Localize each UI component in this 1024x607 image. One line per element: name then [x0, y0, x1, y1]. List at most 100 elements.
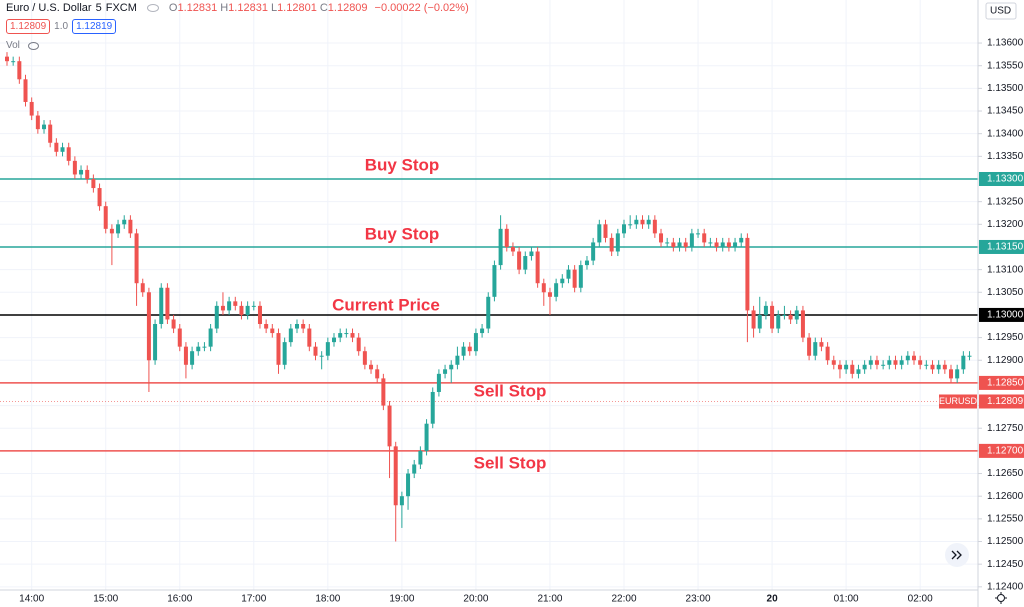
x-tick-label: 01:00: [834, 594, 859, 605]
candle-body: [443, 369, 448, 374]
candle-body: [214, 305, 219, 329]
candle-body: [350, 333, 355, 338]
candle-body: [770, 305, 775, 329]
candle-body: [739, 237, 744, 243]
candle-body: [782, 314, 787, 316]
price-axis: 1.12400 1.12450 1.12500 1.12550 1.12600 1.126…: [19, 38, 1024, 605]
candle-body: [504, 228, 509, 247]
ask[interactable]: 1.12819: [72, 19, 117, 34]
candle-body: [72, 160, 77, 175]
candle-body: [689, 233, 694, 247]
scroll-button[interactable]: [945, 543, 969, 567]
currency-label[interactable]: USD: [990, 6, 1011, 17]
candle-body: [467, 346, 472, 352]
ohlc-key: H: [220, 2, 229, 14]
candle-body: [455, 355, 460, 365]
ohlc-value: 1.12809: [327, 2, 368, 14]
candle-body: [344, 333, 349, 335]
exchange: FXCM: [105, 2, 137, 14]
candle-body: [813, 342, 818, 356]
y-tick-label: 1.12400: [987, 581, 1024, 592]
candle-body: [874, 360, 879, 365]
candle-body: [961, 355, 966, 370]
currency-button[interactable]: [985, 2, 1017, 20]
quote-row: 1.12809 1.0 1.12819: [6, 19, 117, 34]
level-annotation: Sell Stop: [474, 453, 547, 472]
candle-body: [288, 328, 293, 343]
candle-body: [862, 364, 867, 370]
candle-body: [572, 269, 577, 288]
candle-body: [116, 224, 121, 234]
candle-body: [696, 233, 701, 235]
bid[interactable]: 1.12809: [6, 19, 51, 34]
candle-body: [128, 219, 133, 234]
candle-body: [733, 242, 738, 247]
candle-body: [634, 219, 639, 225]
candle-body: [622, 224, 626, 234]
last-price-box: [979, 394, 1024, 409]
level-price-label: 1.13300: [987, 174, 1024, 185]
candle-body: [270, 328, 275, 334]
level-annotation: Current Price: [332, 295, 440, 314]
candle-body: [955, 369, 960, 379]
x-tick-label: 22:00: [611, 594, 636, 605]
candle-body: [134, 233, 139, 284]
candle-body: [251, 305, 256, 307]
candle-body: [807, 337, 812, 356]
ohlc-key: C: [319, 2, 328, 14]
candle-body: [362, 351, 367, 365]
y-tick-label: 1.13550: [987, 60, 1024, 71]
candle-body: [825, 346, 830, 361]
candle-body: [652, 219, 657, 234]
candle-body: [424, 423, 429, 451]
x-tick-label: 23:00: [686, 594, 711, 605]
candle-body: [677, 242, 682, 247]
level-price-box: [979, 375, 1024, 390]
candle-body: [918, 360, 923, 365]
candle-body: [683, 242, 688, 247]
candle-body: [473, 333, 478, 352]
candle-body: [159, 287, 164, 325]
candle-body: [498, 228, 503, 266]
x-tick-label: 15:00: [93, 594, 118, 605]
candle-body: [578, 265, 583, 288]
volume-visibility-icon[interactable]: [27, 41, 39, 50]
candle-body: [17, 61, 22, 80]
y-tick-label: 1.12950: [987, 332, 1024, 343]
last-price-symbol-box: [939, 394, 977, 409]
settings-button[interactable]: [997, 594, 1005, 602]
x-tick-label: 20:00: [463, 594, 488, 605]
visibility-icon[interactable]: [146, 4, 159, 12]
candle-body: [436, 373, 441, 392]
candle-body: [66, 147, 71, 161]
candle-body: [461, 346, 466, 356]
candle-body: [837, 364, 842, 370]
candle-body: [529, 251, 534, 257]
last-price-label: 1.12809: [987, 396, 1024, 407]
x-tick-label: 20: [767, 594, 779, 605]
candles: [5, 52, 972, 542]
candle-body: [294, 324, 299, 329]
candle-body: [541, 283, 546, 293]
y-tick-label: 1.12900: [987, 355, 1024, 366]
candle-body: [535, 251, 540, 284]
candle-body: [202, 346, 207, 348]
candle-body: [449, 364, 454, 370]
candle-body: [720, 242, 725, 247]
candle-body: [887, 360, 892, 365]
y-tick-label: 1.12750: [987, 423, 1024, 434]
candle-body: [819, 342, 824, 347]
level-price-box: [979, 443, 1024, 458]
y-tick-label: 1.12450: [987, 559, 1024, 570]
candle-body: [708, 242, 713, 244]
candle-body: [554, 283, 559, 297]
candle-body: [387, 405, 392, 447]
candle-body: [48, 124, 53, 143]
candle-body: [942, 364, 947, 370]
candle-body: [332, 337, 337, 343]
candle-body: [412, 464, 417, 474]
candle-body: [220, 305, 225, 311]
candle-body: [745, 237, 750, 311]
